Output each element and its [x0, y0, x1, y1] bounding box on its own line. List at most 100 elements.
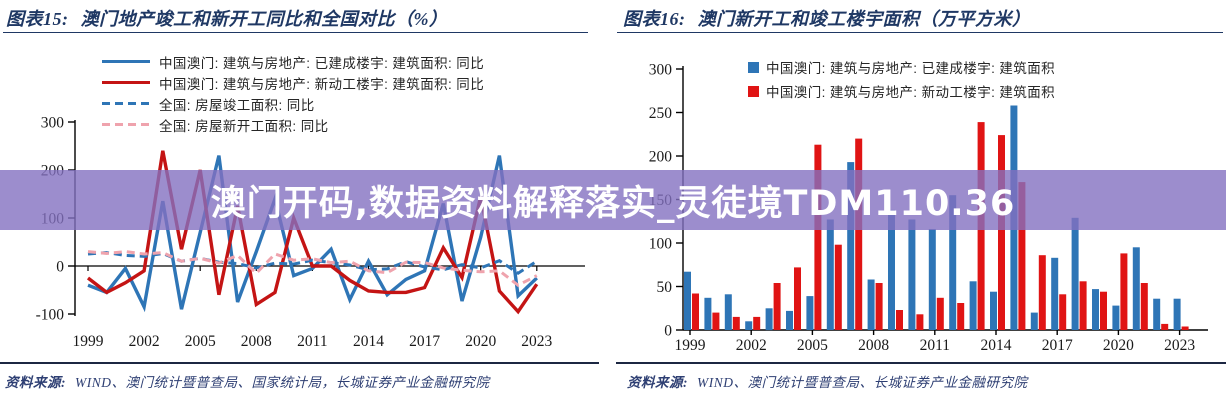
- bar: [732, 316, 740, 330]
- bar: [704, 297, 712, 330]
- bar: [806, 296, 814, 330]
- legend-label: 全国: 房屋竣工面积: 同比: [159, 97, 315, 113]
- bar: [896, 310, 903, 330]
- legend-line-swatch: [102, 80, 150, 85]
- figure-16-label: 图表16:: [623, 9, 686, 29]
- legend-item: 全国: 房屋新开工面积: 同比: [102, 114, 484, 135]
- svg-text:50: 50: [657, 279, 673, 296]
- bar: [826, 219, 834, 330]
- bar: [1100, 291, 1107, 330]
- bar: [855, 138, 863, 330]
- source-label: 资料来源:: [5, 375, 66, 390]
- svg-text:-100: -100: [36, 307, 65, 324]
- legend-item: 全国: 房屋竣工面积: 同比: [102, 93, 484, 114]
- bar: [1120, 253, 1128, 330]
- bar: [1112, 305, 1120, 330]
- legend-dashed-line-swatch: [102, 101, 150, 106]
- legend-item: 中国澳门: 建筑与房地产: 已建成楼宇: 建筑面积: 同比: [102, 51, 484, 72]
- svg-text:2008: 2008: [858, 337, 889, 354]
- bar: [888, 209, 895, 330]
- bar-chart-legend: 中国澳门: 建筑与房地产: 已建成楼宇: 建筑面积中国澳门: 建筑与房地产: 新…: [748, 55, 1055, 103]
- legend-label: 中国澳门: 建筑与房地产: 新动工楼宇: 建筑面积: 同比: [159, 76, 485, 92]
- series-line: [87, 251, 538, 275]
- bar: [969, 281, 977, 330]
- bar: [814, 144, 822, 330]
- bar: [998, 135, 1005, 330]
- svg-text:2017: 2017: [1042, 337, 1073, 354]
- title-underline: [617, 32, 1223, 33]
- watermark-text: 澳门开码,数据资料解释落实_灵徒境TDM110.36: [210, 183, 1016, 224]
- svg-text:200: 200: [649, 149, 673, 166]
- bar: [765, 308, 773, 331]
- svg-text:1999: 1999: [73, 333, 104, 350]
- bar: [867, 279, 875, 330]
- legend-dashed-line-swatch: [102, 122, 150, 127]
- bar: [847, 162, 855, 330]
- watermark-banner: 澳门开码,数据资料解释落实_灵徒境TDM110.36: [0, 170, 1226, 230]
- svg-text:2017: 2017: [409, 333, 440, 350]
- bar: [1181, 326, 1189, 330]
- bar: [692, 293, 699, 330]
- source-text: WIND、澳门统计暨普查局、长城证券产业金融研究院: [697, 375, 1028, 390]
- source-divider: [0, 362, 599, 364]
- bar: [753, 316, 761, 330]
- source-text: WIND、澳门统计暨普查局、国家统计局，长城证券产业金融研究院: [75, 375, 490, 390]
- legend-item: 中国澳门: 建筑与房地产: 新动工楼宇: 建筑面积: 同比: [102, 72, 484, 93]
- legend-square-swatch: [748, 85, 759, 97]
- svg-text:2014: 2014: [353, 333, 384, 350]
- bar: [834, 244, 842, 330]
- source-divider: [616, 362, 1226, 364]
- figure-15-title-text: 澳门地产竣工和新开工同比和全国对比（%）: [80, 9, 448, 29]
- source-note-right: 资料来源: WIND、澳门统计暨普查局、长城证券产业金融研究院: [627, 371, 1028, 391]
- bar: [1092, 289, 1099, 330]
- bar: [684, 271, 691, 330]
- bar: [1071, 217, 1079, 330]
- source-label: 资料来源:: [627, 375, 688, 390]
- svg-text:2002: 2002: [129, 333, 160, 350]
- svg-text:2020: 2020: [1103, 337, 1134, 354]
- bar: [712, 312, 720, 330]
- bar: [1051, 257, 1059, 330]
- bar: [936, 297, 944, 330]
- svg-text:300: 300: [649, 62, 673, 79]
- svg-text:1999: 1999: [675, 337, 706, 354]
- bar: [1018, 182, 1026, 330]
- bar: [1153, 298, 1161, 330]
- title-underline: [3, 32, 588, 33]
- bar: [1030, 312, 1038, 330]
- bar: [1173, 298, 1181, 330]
- legend-line-swatch: [102, 59, 150, 64]
- svg-text:2023: 2023: [521, 333, 552, 350]
- bar: [928, 229, 936, 330]
- svg-text:2008: 2008: [241, 333, 272, 350]
- legend-item: 中国澳门: 建筑与房地产: 新动工楼宇: 建筑面积: [748, 79, 1055, 103]
- svg-text:0: 0: [56, 259, 64, 276]
- svg-text:300: 300: [41, 115, 65, 132]
- figure-15-title: 图表15: 澳门地产竣工和新开工同比和全国对比（%）: [6, 5, 448, 31]
- source-note-left: 资料来源: WIND、澳门统计暨普查局、国家统计局，长城证券产业金融研究院: [5, 371, 490, 391]
- bar: [745, 321, 753, 330]
- svg-text:0: 0: [664, 323, 672, 340]
- svg-text:250: 250: [649, 105, 673, 122]
- bar: [957, 303, 965, 330]
- svg-text:2005: 2005: [797, 337, 828, 354]
- legend-label: 全国: 房屋新开工面积: 同比: [159, 118, 329, 134]
- svg-text:2011: 2011: [297, 333, 327, 350]
- bar: [908, 219, 916, 330]
- svg-text:100: 100: [649, 236, 673, 253]
- legend-square-swatch: [748, 61, 759, 73]
- svg-text:2023: 2023: [1164, 337, 1195, 354]
- svg-text:2020: 2020: [465, 333, 496, 350]
- bar: [724, 294, 732, 330]
- bar: [794, 267, 801, 330]
- legend-label: 中国澳门: 建筑与房地产: 已建成楼宇: 建筑面积: [766, 61, 1056, 76]
- bar: [990, 291, 997, 330]
- bar: [1161, 323, 1169, 330]
- bar: [773, 283, 781, 330]
- bar: [1132, 247, 1140, 330]
- legend-item: 中国澳门: 建筑与房地产: 已建成楼宇: 建筑面积: [748, 55, 1055, 79]
- line-chart-axes: 3002001000-10019992002200520082011201420…: [36, 115, 585, 350]
- bar: [1079, 281, 1087, 330]
- svg-text:2002: 2002: [736, 337, 767, 354]
- legend-label: 中国澳门: 建筑与房地产: 已建成楼宇: 建筑面积: 同比: [159, 55, 485, 71]
